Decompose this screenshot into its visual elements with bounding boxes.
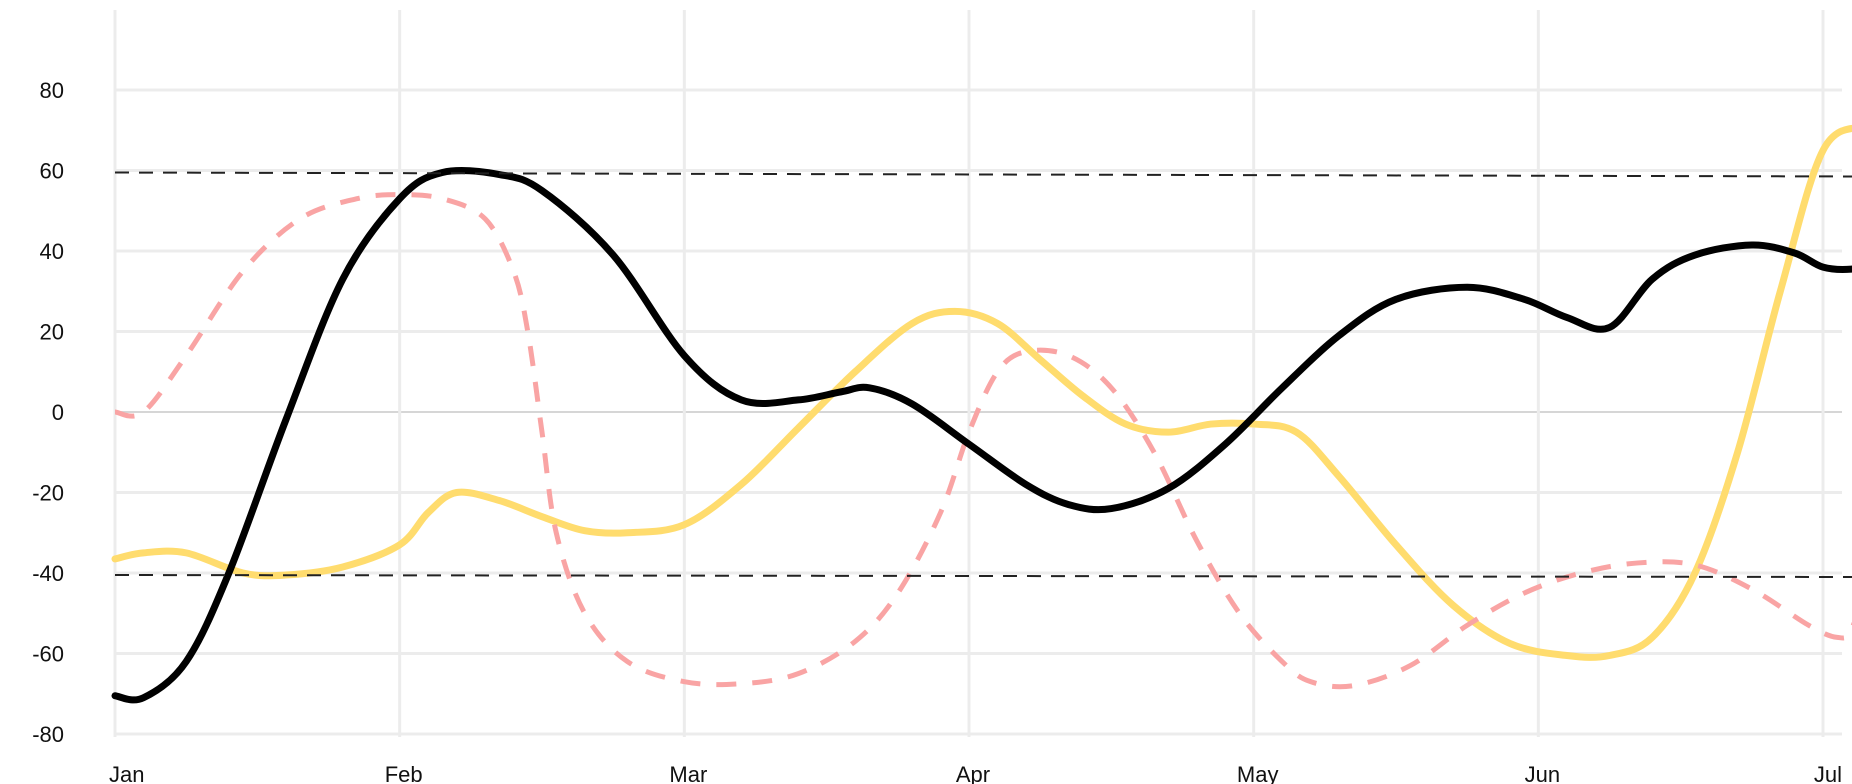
x-tick-label: Jan bbox=[109, 762, 144, 784]
x-tick-label: Jun bbox=[1525, 762, 1560, 784]
x-tick-label: Mar bbox=[669, 762, 707, 784]
series-line-black bbox=[111, 167, 1852, 704]
y-tick-label: 80 bbox=[40, 78, 64, 103]
y-tick-label: 20 bbox=[40, 320, 64, 345]
series-line-pink-dashed bbox=[114, 192, 1852, 690]
reference-line bbox=[114, 574, 1852, 578]
grid bbox=[113, 10, 1842, 737]
x-tick-label: May bbox=[1237, 762, 1279, 784]
y-tick-label: 60 bbox=[40, 159, 64, 184]
reference-line bbox=[114, 171, 1852, 178]
y-tick-label: -40 bbox=[32, 561, 64, 586]
x-axis: Jan Feb Mar Apr May Jun Jul bbox=[109, 762, 1842, 784]
y-axis: 80 60 40 20 0 -20 -40 -60 -80 bbox=[32, 78, 64, 747]
y-tick-label: 40 bbox=[40, 239, 64, 264]
y-tick-label: -60 bbox=[32, 642, 64, 667]
x-tick-label: Jul bbox=[1814, 762, 1842, 784]
y-tick-label: -20 bbox=[32, 481, 64, 506]
series-layer bbox=[111, 124, 1852, 704]
y-tick-label: -80 bbox=[32, 722, 64, 747]
series-line-yellow bbox=[111, 124, 1852, 661]
x-tick-label: Feb bbox=[385, 762, 423, 784]
x-tick-label: Apr bbox=[956, 762, 990, 784]
y-tick-label: 0 bbox=[52, 400, 64, 425]
